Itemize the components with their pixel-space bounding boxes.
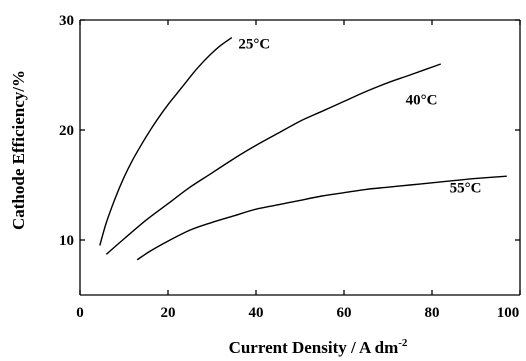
series-label-3: 55°C (450, 181, 482, 197)
y-tick-label: 30 (59, 13, 74, 29)
x-axis-title: Current Density / A dm-2 (229, 337, 408, 357)
series-line-1 (99, 37, 233, 246)
y-tick-label: 20 (59, 123, 74, 139)
y-tick-label: 10 (59, 233, 74, 249)
ticks: 0 20 40 60 80 100 10 20 30 (59, 13, 521, 321)
series-group (99, 37, 507, 261)
x-tick-label: 0 (76, 305, 84, 321)
series-label-1: 25°C (238, 37, 270, 53)
x-tick-label: 20 (161, 305, 176, 321)
series-line-2 (105, 63, 442, 255)
x-tick-label: 100 (497, 305, 520, 321)
axes (79, 19, 521, 296)
x-tick-label: 80 (425, 305, 440, 321)
series-line-3 (136, 175, 507, 261)
x-tick-label: 40 (249, 305, 264, 321)
x-tick-label: 60 (337, 305, 352, 321)
series-labels: 25°C 40°C 55°C (238, 37, 481, 197)
series-label-2: 40°C (406, 93, 438, 109)
y-axis-title: Cathode Efficiency/% (9, 70, 28, 230)
